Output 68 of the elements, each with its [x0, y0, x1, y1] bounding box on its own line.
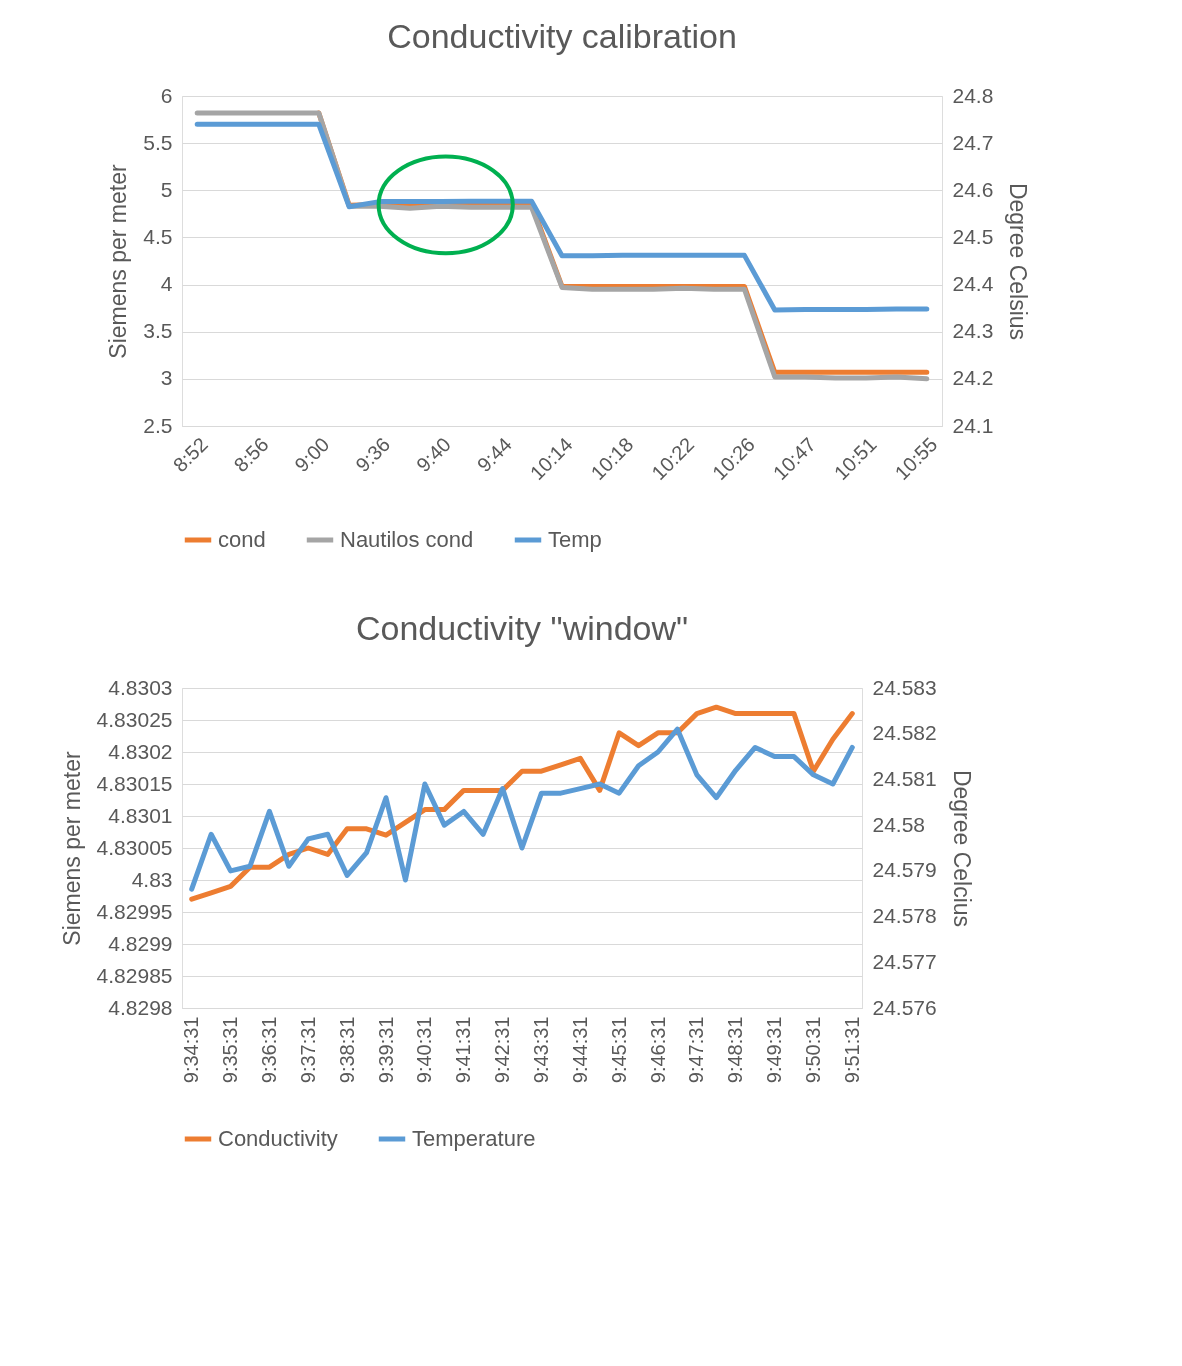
y2-tick-label: 24.581: [872, 766, 937, 790]
x-tick-label: 9:39:31: [374, 1016, 397, 1084]
y2-axis-title: Degree Celsius: [1005, 182, 1032, 341]
x-tick-label: 9:38:31: [335, 1016, 358, 1084]
y2-tick-label: 24.579: [872, 858, 937, 882]
x-tick-label: 9:45:31: [607, 1016, 630, 1084]
y-tick-label: 4.8299: [108, 931, 173, 955]
legend-label: cond: [218, 527, 266, 552]
y-tick-label: 4.8302: [108, 739, 173, 763]
y2-tick-label: 24.6: [952, 177, 994, 201]
x-tick-label: 9:41:31: [452, 1016, 475, 1084]
y2-tick-label: 24.7: [952, 130, 994, 154]
x-tick-label: 9:40:31: [413, 1016, 436, 1084]
legend-label: Temperature: [412, 1126, 536, 1151]
x-tick-label: 9:50:31: [801, 1016, 824, 1084]
y-axis-title: Siemens per meter: [58, 751, 85, 946]
y2-tick-label: 24.1: [952, 413, 994, 437]
y-tick-label: 4.83025: [96, 707, 173, 731]
x-tick-label: 9:46:31: [646, 1016, 669, 1084]
y-tick-label: 4: [160, 272, 173, 296]
y-tick-label: 4.83015: [96, 771, 173, 795]
x-tick-label: 9:36: [351, 433, 395, 477]
x-tick-label: 8:56: [229, 433, 273, 477]
y-tick-label: 5.5: [143, 130, 173, 154]
y2-tick-label: 24.576: [872, 995, 937, 1019]
x-tick-label: 9:36:31: [257, 1016, 280, 1084]
y-tick-label: 4.5: [143, 224, 173, 248]
y-tick-label: 5: [160, 177, 173, 201]
y2-tick-label: 24.2: [952, 366, 994, 390]
y2-tick-label: 24.58: [872, 812, 926, 836]
x-tick-label: 9:35:31: [219, 1016, 242, 1084]
y-tick-label: 4.83: [131, 867, 173, 891]
y2-tick-label: 24.578: [872, 904, 937, 928]
x-tick-label: 9:37:31: [296, 1016, 319, 1084]
x-tick-label: 9:48:31: [724, 1016, 747, 1084]
chart-title: Conductivity "window": [355, 609, 689, 647]
y-tick-label: 3: [160, 366, 173, 390]
x-tick-label: 9:34:31: [180, 1016, 203, 1084]
y-tick-label: 4.83005: [96, 835, 173, 859]
chart-title: Conductivity calibration: [387, 17, 737, 55]
y2-tick-label: 24.4: [952, 272, 994, 296]
x-tick-label: 9:43:31: [529, 1016, 552, 1084]
legend-label: Nautilos cond: [340, 527, 474, 552]
y-tick-label: 4.82985: [96, 963, 173, 987]
y2-axis-title: Degree Celcius: [948, 769, 975, 928]
y-tick-label: 6: [160, 83, 173, 107]
y-tick-label: 4.8301: [108, 803, 173, 827]
y-tick-label: 4.8298: [108, 995, 173, 1019]
y2-tick-label: 24.5: [952, 224, 994, 248]
y-tick-label: 3.5: [143, 319, 173, 343]
y2-tick-label: 24.3: [952, 319, 994, 343]
y2-tick-label: 24.8: [952, 83, 994, 107]
x-tick-label: 9:44: [472, 433, 516, 477]
y-tick-label: 4.8303: [108, 675, 173, 699]
y2-tick-label: 24.582: [872, 721, 937, 745]
legend-label: Temp: [548, 527, 602, 552]
x-tick-label: 9:51:31: [840, 1016, 863, 1084]
y-tick-label: 4.82995: [96, 899, 173, 923]
y2-tick-label: 24.583: [872, 675, 937, 699]
x-tick-label: 9:47:31: [685, 1016, 708, 1084]
legend-label: Conductivity: [218, 1126, 338, 1151]
x-tick-label: 9:49:31: [763, 1016, 786, 1084]
x-tick-label: 9:42:31: [491, 1016, 514, 1084]
x-tick-label: 9:40: [411, 433, 456, 477]
y2-tick-label: 24.577: [872, 949, 937, 973]
x-tick-label: 9:44:31: [568, 1016, 591, 1084]
y-axis-title: Siemens per meter: [105, 164, 132, 359]
x-tick-label: 9:00: [290, 433, 334, 477]
